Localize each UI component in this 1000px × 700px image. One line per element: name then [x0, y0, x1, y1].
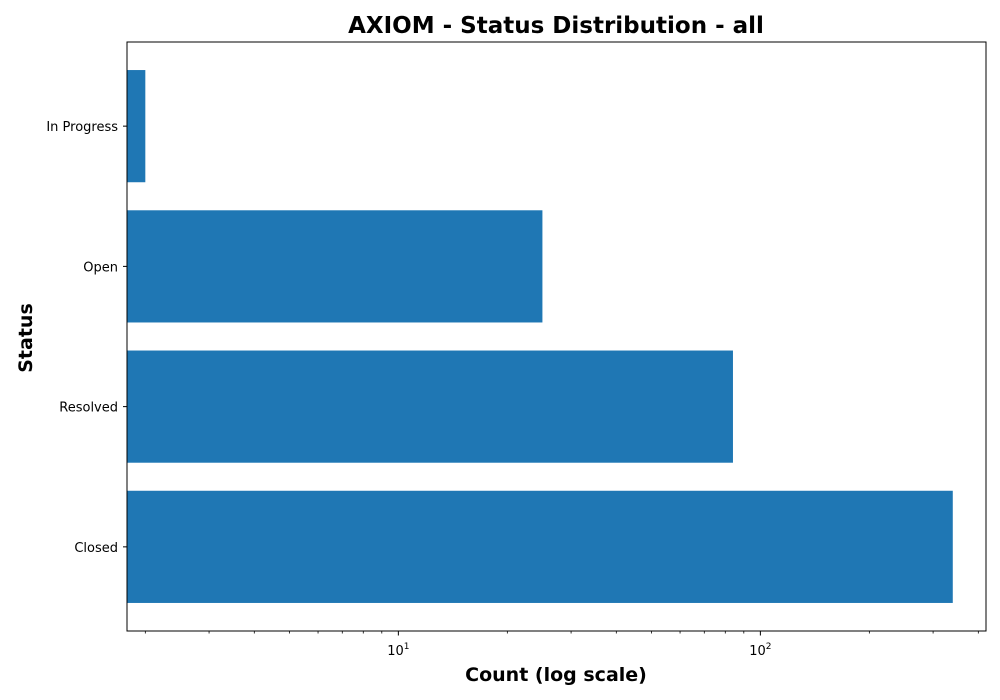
y-tick-label: Closed: [74, 541, 118, 556]
bar-resolved: [127, 350, 733, 463]
x-tick-label: 102: [749, 642, 771, 659]
plot-frame: [126, 41, 987, 632]
chart-title: AXIOM - Status Distribution - all: [348, 13, 764, 39]
x-tick-label: 101: [387, 642, 409, 659]
y-tick-label: Open: [83, 260, 118, 275]
x-axis-ticks: 101 102: [144, 631, 979, 659]
bar-open: [127, 210, 543, 323]
bar-in-progress: [127, 70, 146, 183]
y-tick-label: Resolved: [59, 401, 118, 416]
x-axis-label: Count (log scale): [465, 664, 647, 686]
y-axis-label: Status: [15, 303, 37, 373]
bar-closed: [127, 490, 953, 603]
y-tick-label: In Progress: [46, 120, 118, 135]
y-axis-ticks: In Progress Open Resolved Closed: [46, 120, 127, 556]
bars-layer: [127, 70, 953, 603]
